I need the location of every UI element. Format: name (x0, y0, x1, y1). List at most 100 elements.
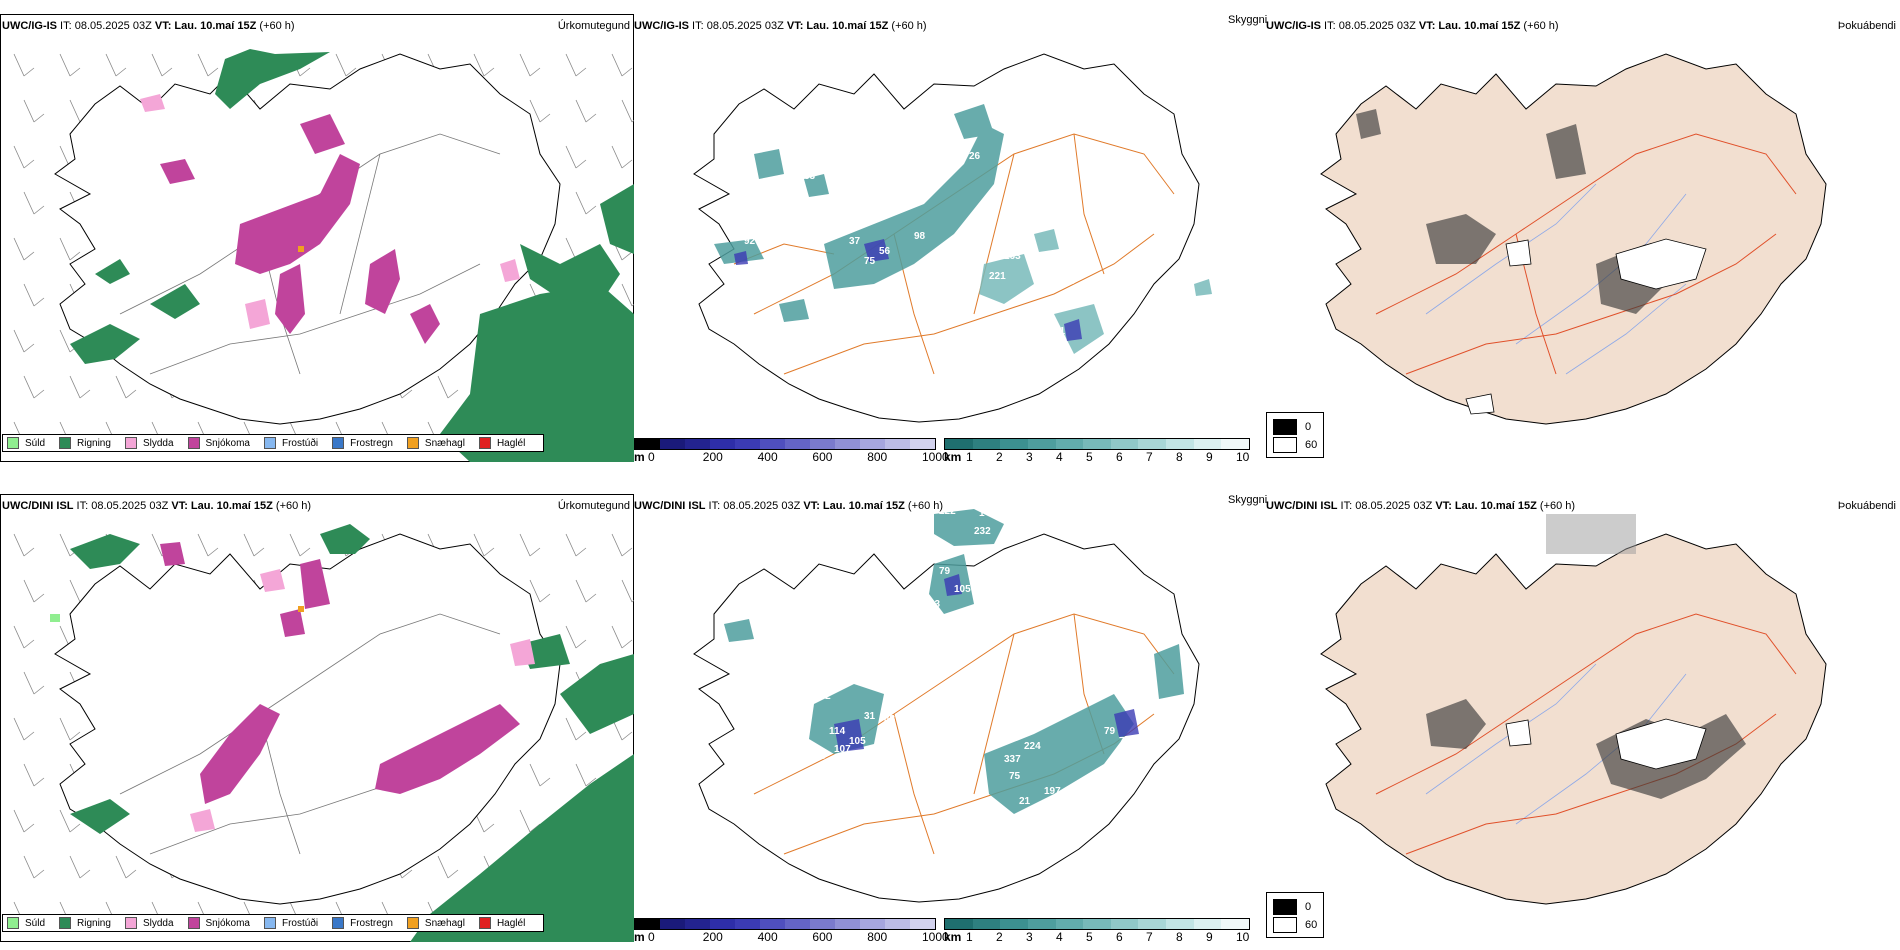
visibility-value-label: 37 (849, 236, 861, 247)
wind-barb (575, 191, 597, 215)
colorbar-step (660, 919, 685, 929)
legend-item: Rigning (59, 437, 111, 449)
colorbar-step (710, 439, 735, 449)
fog-panel-label-top: Þokuábendi (1837, 20, 1896, 32)
colorbar-step (735, 439, 760, 449)
legend-label: Snjókoma (205, 917, 250, 929)
legend-item: Snjókoma (187, 917, 250, 929)
legend-label: Súld (25, 437, 46, 449)
visibility-value-label: 71 (1054, 326, 1066, 337)
colorbar-step (910, 439, 935, 449)
colorbar-tick: 5 (1086, 930, 1093, 944)
visibility-value-label: 98 (914, 231, 926, 242)
fog-title-bottom: UWC/DINI ISL IT: 08.05.2025 03Z VT: Lau.… (1266, 500, 1576, 512)
wind-barb (23, 855, 45, 879)
legend-swatch (124, 437, 137, 449)
wind-barb (575, 99, 597, 123)
colorbar-tick: 4 (1056, 930, 1063, 944)
wind-barb (529, 99, 551, 123)
colorbar-step (685, 919, 710, 929)
wind-barb (565, 717, 587, 741)
legend-item: Slydda (124, 917, 174, 929)
colorbar-step (1166, 439, 1194, 449)
colorbar-step (1110, 439, 1139, 449)
fog-panel-label-bottom: Þokuábendi (1837, 500, 1896, 512)
visibility-value-label: 81 (729, 228, 741, 239)
colorbar-km-top (944, 438, 1250, 450)
colorbar-step (945, 919, 973, 929)
colorbar-tick: 2 (996, 450, 1003, 464)
wind-barb (289, 533, 311, 557)
legend-item: Frostregn (332, 437, 393, 449)
colorbar-step (1055, 439, 1084, 449)
precip-title-top: UWC/IG-IS IT: 08.05.2025 03Z VT: Lau. 10… (2, 20, 295, 32)
colorbar-tick: 600 (812, 450, 833, 464)
colorbar-step (1138, 439, 1167, 449)
precip-map-bottom (0, 494, 634, 942)
colorbar-step (835, 919, 860, 929)
legend-label: Haglél (496, 917, 526, 929)
colorbar-step (685, 439, 710, 449)
fog-legend-bottom: 0 60 (1266, 892, 1324, 938)
precip-sleet-top (140, 94, 520, 329)
colorbar-step (635, 439, 660, 449)
visibility-value-label: 142 (979, 508, 996, 519)
colorbar-step (1055, 919, 1084, 929)
wind-barb (621, 283, 634, 307)
visibility-value-label: 13 (744, 316, 756, 327)
wind-barb (519, 533, 541, 557)
precip-rain-top (70, 49, 634, 462)
colorbar-step (885, 439, 910, 449)
snow-pellet-spot (298, 246, 304, 252)
visibility-value-label: 75 (1009, 771, 1021, 782)
wind-barb (611, 145, 633, 169)
colorbar-step (1166, 919, 1194, 929)
wind-barb (23, 375, 45, 399)
legend-item: Súld (7, 437, 45, 449)
wind-barb (621, 99, 634, 123)
colorbar-unit: km (944, 450, 962, 464)
wind-barb (437, 855, 459, 879)
fog-panel-bottom: UWC/DINI ISL IT: 08.05.2025 03Z VT: Lau.… (1266, 494, 1900, 942)
legend-item: Slydda (124, 437, 174, 449)
fog-glaciers-bottom (1505, 718, 1707, 770)
drizzle-spot (50, 614, 60, 622)
legend-label: Snæhagl (424, 437, 465, 449)
colorbar-tick: 0 (648, 450, 655, 464)
wind-barb (13, 329, 35, 353)
wind-barb (473, 533, 495, 557)
legend-item: Snjókoma (187, 437, 250, 449)
visibility-panel-label-top: Skyggni (1228, 14, 1268, 26)
colorbar-step (1000, 439, 1028, 449)
precip-sleet-bottom (190, 569, 535, 832)
precip-panel-label-bottom: Úrkomutegund (557, 500, 630, 512)
visibility-value-label: 105 (849, 736, 866, 747)
visibility-low-bottom (724, 509, 1184, 814)
wind-barb (565, 625, 587, 649)
wind-barb (59, 53, 81, 77)
legend-swatch (187, 917, 200, 929)
precip-legend-top: Súld Rigning Slydda Snjókoma Frostúði Frostre… (2, 434, 545, 452)
legend-swatch (124, 917, 137, 929)
legend-swatch (478, 917, 491, 929)
visibility-value-label: 31 (864, 711, 876, 722)
legend-label: Slydda (142, 437, 174, 449)
colorbar-tick: 7 (1146, 930, 1153, 944)
colorbar-step (1221, 919, 1250, 929)
colorbar-tick: 6 (1116, 930, 1123, 944)
colorbar-tick: 600 (812, 930, 833, 944)
colorbar-tick: 3 (1026, 930, 1033, 944)
colorbar-step (785, 439, 810, 449)
colorbar-tick: 8 (1176, 930, 1183, 944)
colorbar-tick: 7 (1146, 450, 1153, 464)
precip-panel-bottom: UWC/DINI ISL IT: 08.05.2025 03Z VT: Lau.… (0, 494, 634, 942)
colorbar-step (660, 439, 685, 449)
visibility-value-label: 163 (1004, 251, 1021, 262)
legend-item: Snæhagl (406, 917, 465, 929)
visibility-value-label: 75 (864, 256, 876, 267)
wind-barb (59, 237, 81, 261)
legend-label: Frostúði (281, 437, 319, 449)
visibility-value-label: 92 (744, 236, 756, 247)
